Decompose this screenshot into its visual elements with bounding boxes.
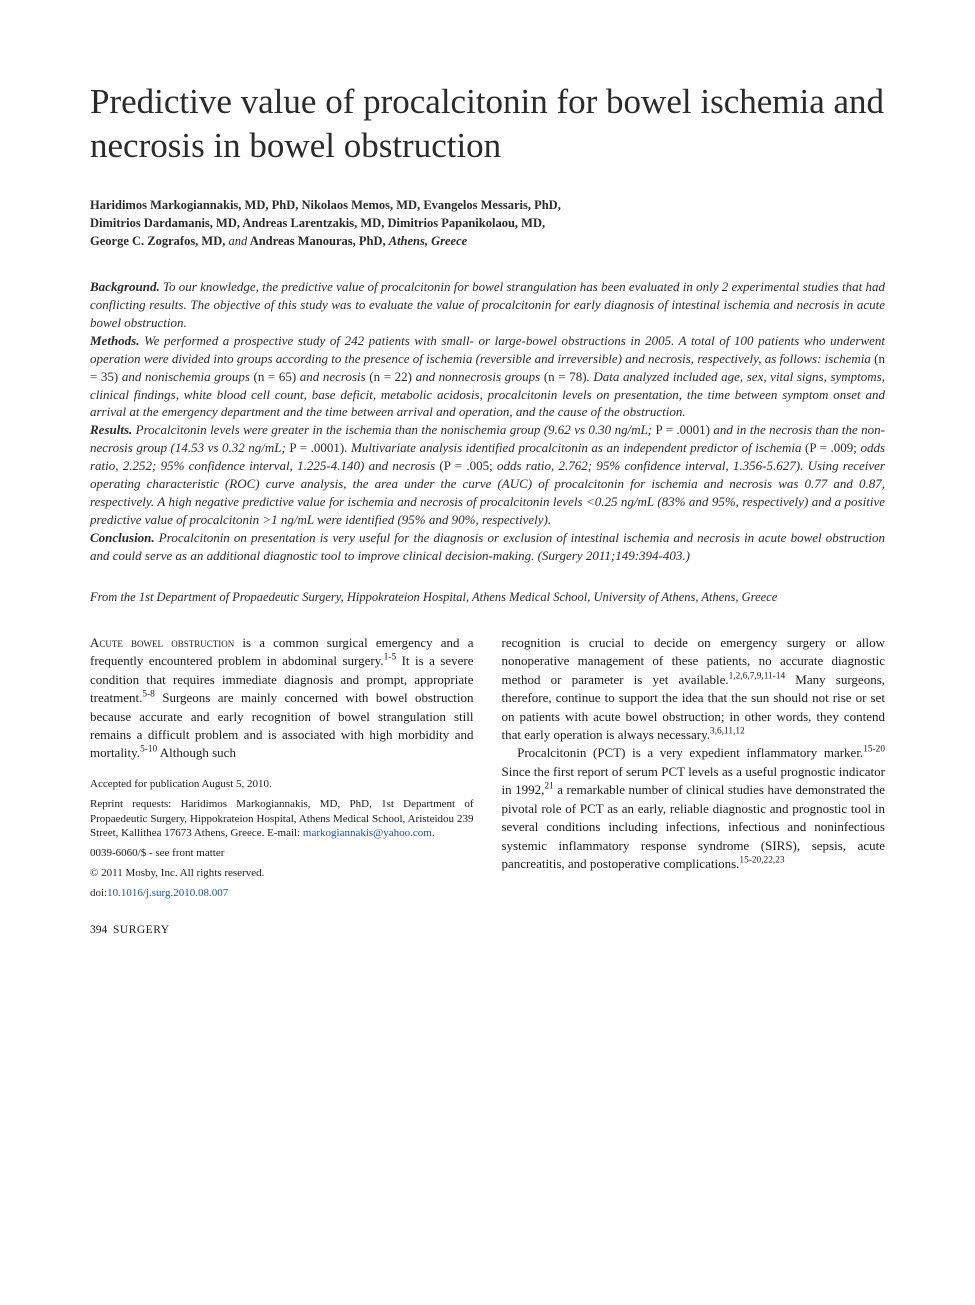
abstract-results-1: Procalcitonin levels were greater in the… [132,422,655,437]
right-citation-1: 1,2,6,7,9,11-14 [729,671,786,681]
left-citation-3: 5-10 [140,745,157,755]
right-citation-5: 15-20,22,23 [739,856,784,866]
abstract-conclusion-hdr: Conclusion. [90,530,155,545]
abstract-n2: (n = 65) [253,369,296,384]
abstract-results: Results. Procalcitonin levels were great… [90,421,885,529]
abstract-p1: P = .0001) [656,422,710,437]
authors-and: and [229,234,248,248]
right-column: recognition is crucial to decide on emer… [502,634,886,906]
footnote-doi: doi:10.1016/j.surg.2010.08.007 [90,886,474,901]
footnote-doi-link[interactable]: 10.1016/j.surg.2010.08.007 [107,887,228,899]
left-citation-1: 1-5 [384,653,396,663]
right-text-2a: Procalcitonin (PCT) is a very expedient … [517,745,863,760]
right-para-1: recognition is crucial to decide on emer… [502,634,886,745]
footnote-copyright: © 2011 Mosby, Inc. All rights reserved. [90,866,474,881]
authors-line-1: Haridimos Markogiannakis, MD, PhD, Nikol… [90,198,561,212]
left-para-1: Acute bowel obstruction is a common surg… [90,634,474,763]
abstract-methods-2: and nonischemia groups [118,369,253,384]
abstract-methods-3: and necrosis [296,369,369,384]
footnote-block: Accepted for publication August 5, 2010.… [90,777,474,901]
right-citation-2: 3,6,11,12 [710,727,745,737]
abstract-background-hdr: Background. [90,279,160,294]
abstract-p4: (P = .005; [439,458,492,473]
footnote-issn: 0039-6060/$ - see front matter [90,846,474,861]
footnote-reprint: Reprint requests: Haridimos Markogiannak… [90,797,474,842]
abstract-p2: P = .0001). [289,440,347,455]
abstract-methods-1: We performed a prospective study of 242 … [90,333,885,366]
authors-location: Athens, Greece [389,234,467,248]
right-citation-4: 21 [544,782,553,792]
page-footer: 394 SURGERY [90,924,885,936]
abstract-conclusion: Conclusion. Procalcitonin on presentatio… [90,529,885,565]
abstract-background-text: To our knowledge, the predictive value o… [90,279,885,330]
right-text-2c: a remarkable number of clinical studies … [502,782,886,871]
footnote-doi-label: doi: [90,887,107,899]
abstract-methods-hdr: Methods. [90,333,139,348]
right-citation-3: 15-20 [863,745,885,755]
abstract-block: Background. To our knowledge, the predic… [90,278,885,565]
page-number: 394 [90,924,107,936]
authors-line-3-post: Andreas Manouras, PhD, [247,234,388,248]
left-column: Acute bowel obstruction is a common surg… [90,634,474,906]
left-citation-2: 5-8 [142,690,154,700]
abstract-n3: (n = 22) [369,369,412,384]
abstract-background: Background. To our knowledge, the predic… [90,278,885,332]
authors-line-3-pre: George C. Zografos, MD, [90,234,229,248]
abstract-results-hdr: Results. [90,422,132,437]
authors-line-2: Dimitrios Dardamanis, MD, Andreas Larent… [90,216,545,230]
abstract-methods: Methods. We performed a prospective stud… [90,332,885,422]
footnote-accepted: Accepted for publication August 5, 2010. [90,777,474,792]
article-title: Predictive value of procalcitonin for bo… [90,80,885,168]
left-text-d: Although such [157,745,236,760]
abstract-conclusion-text: Procalcitonin on presentation is very us… [90,530,885,563]
right-para-2: Procalcitonin (PCT) is a very expedient … [502,744,886,873]
abstract-methods-4: and nonnecrosis groups [412,369,544,384]
body-columns: Acute bowel obstruction is a common surg… [90,634,885,906]
left-smallcaps: Acute bowel obstruction [90,635,234,650]
abstract-p3: (P = .009; [805,440,857,455]
abstract-results-3: Multivariate analysis identified procalc… [347,440,805,455]
abstract-n4: (n = 78) [544,369,587,384]
journal-name: SURGERY [113,924,170,936]
footnote-email-link[interactable]: markogiannakis@yahoo.com. [303,827,435,839]
author-block: Haridimos Markogiannakis, MD, PhD, Nikol… [90,196,885,250]
affiliation: From the 1st Department of Propaedeutic … [90,589,885,606]
